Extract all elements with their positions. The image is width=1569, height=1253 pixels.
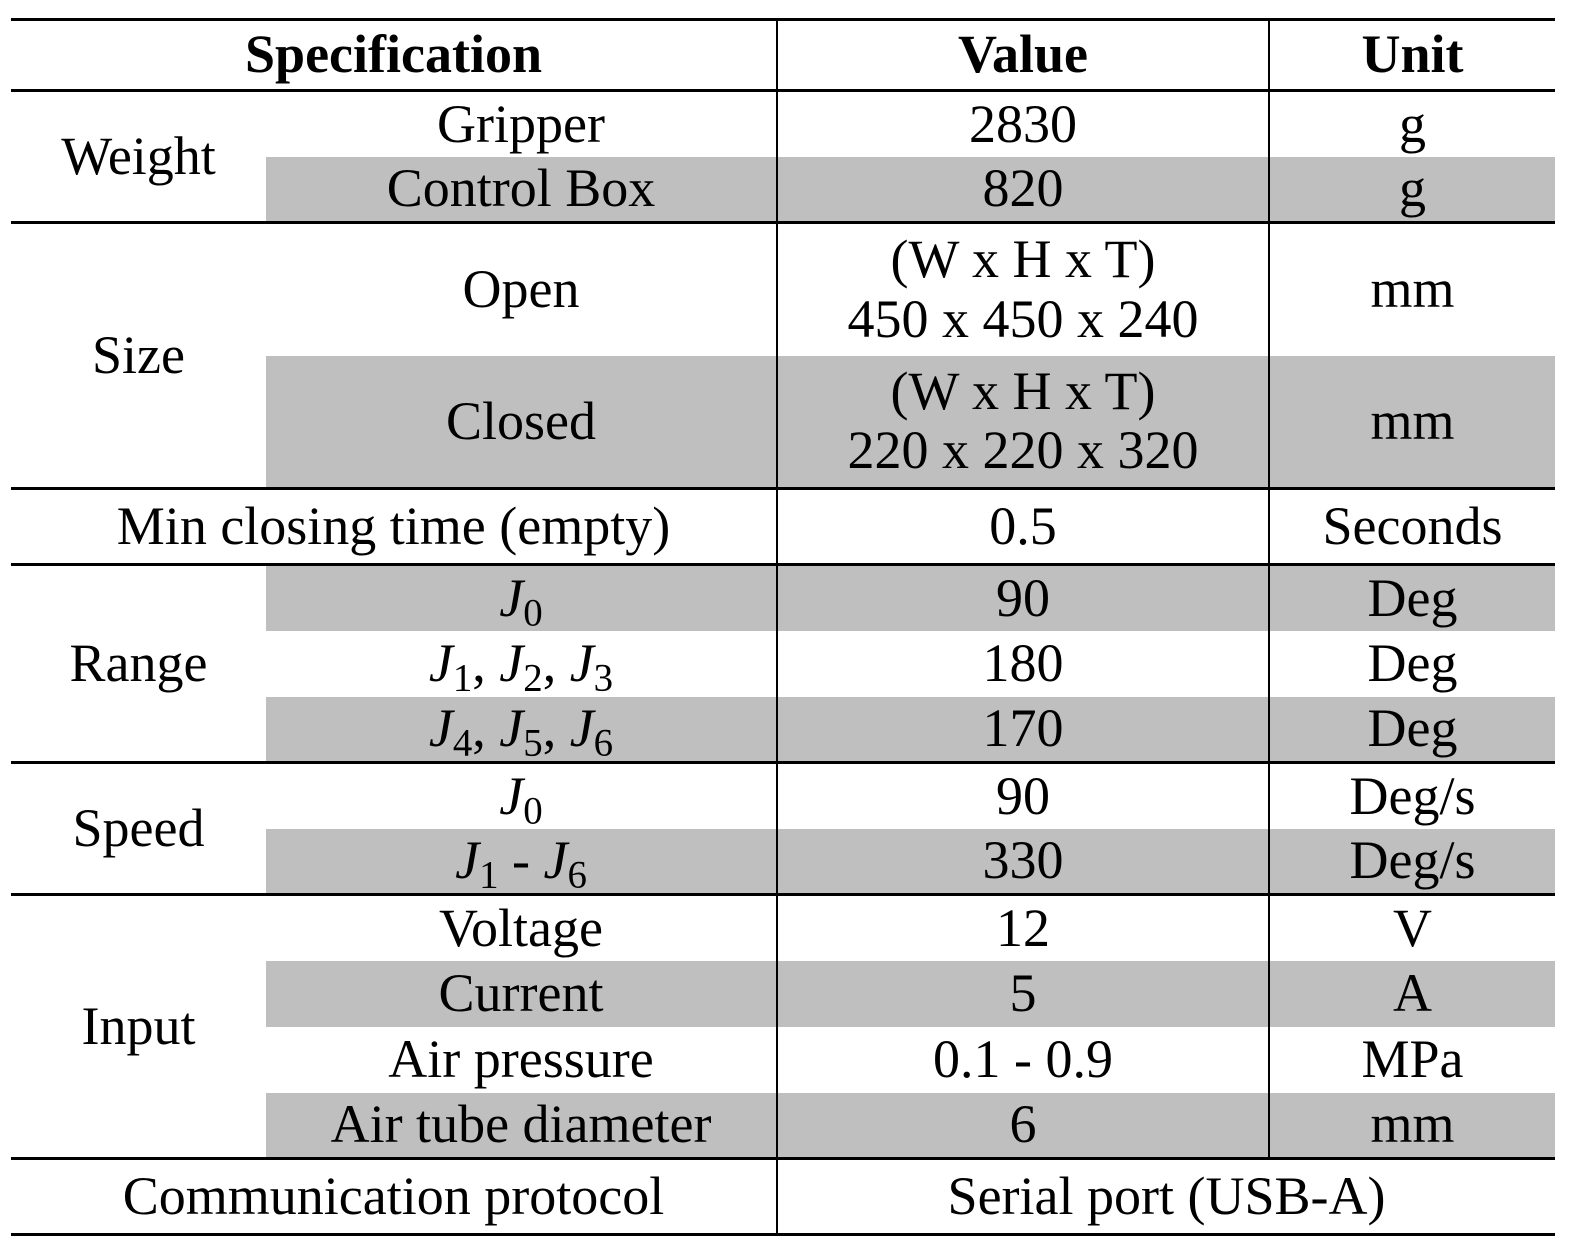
spec-value: 180 (776, 630, 1270, 697)
spec-unit: Deg (1268, 563, 1556, 631)
joint-subscript: 4 (452, 721, 473, 763)
table-row: Current 5 A (11, 960, 1556, 1027)
group-label-weight: Weight (61, 125, 216, 186)
joint-subscript: 6 (567, 853, 587, 895)
spec-unit: A (1268, 960, 1556, 1027)
joint-separator: , (472, 632, 500, 693)
spec-unit: Deg/s (1268, 828, 1556, 895)
header-unit: Unit (1268, 18, 1556, 92)
joint-subscript: 1 (452, 656, 473, 697)
table-row: Speed J0 90 Deg/s (11, 761, 1556, 895)
joint-cell: J1, J2, J3 (266, 631, 777, 696)
joint-cell: J0 (266, 563, 778, 631)
spec-value: 90 (776, 563, 1270, 631)
spec-name: Communication protocol (11, 1157, 778, 1236)
table-row: Closed (W x H x T) 220 x 220 x 320 mm (11, 355, 1556, 489)
table-row: Weight Gripper 2830 g (11, 90, 1556, 185)
table-row: J1 - J6 330 Deg/s (11, 828, 1556, 895)
spec-unit: Seconds (1268, 487, 1556, 565)
spec-value: (W x H x T) 220 x 220 x 320 (776, 355, 1270, 489)
value-line: (W x H x T) (890, 229, 1156, 290)
joint-subscript: 0 (523, 789, 543, 829)
spec-name: Current (266, 960, 778, 1027)
spec-unit: MPa (1268, 1026, 1556, 1093)
spec-name: Air tube diameter (266, 1092, 778, 1159)
header-row: Specification Value Unit (11, 18, 1556, 92)
joint-symbol: J2 (499, 633, 542, 696)
value-line: 220 x 220 x 320 (847, 420, 1199, 481)
table-row: Input Voltage 12 V (11, 893, 1556, 1159)
table-row: Communication protocol Serial port (USB-… (11, 1157, 1556, 1236)
table-row: Size Open (W x H x T) 450 x 450 x 240 mm (11, 221, 1556, 489)
spec-unit: V (1268, 893, 1556, 961)
group-label-speed: Speed (11, 761, 266, 895)
spec-value: 330 (776, 828, 1270, 895)
spec-value: 5 (776, 960, 1270, 1027)
spec-name: Gripper (437, 93, 605, 154)
joint-cell: J1 - J6 (266, 828, 778, 895)
table-row: Range J0 90 Deg (11, 563, 1556, 763)
joint-symbol: J0 (499, 766, 543, 829)
joint-subscript: 5 (523, 721, 543, 763)
specification-table: Specification Value Unit Weight Gripper … (11, 18, 1556, 1236)
joint-cell: J4, J5, J6 (266, 696, 778, 763)
spec-value: 0.1 - 0.9 (776, 1026, 1270, 1093)
table-row: Min closing time (empty) 0.5 Seconds (11, 487, 1556, 565)
joint-symbol: J6 (570, 698, 613, 762)
joint-separator: , (542, 698, 570, 759)
spec-value: 6 (776, 1092, 1270, 1159)
spec-value: 2830 (776, 90, 1270, 157)
spec-unit: g (1268, 90, 1556, 157)
spec-unit: Deg/s (1268, 761, 1556, 829)
value-line: (W x H x T) (890, 360, 1156, 421)
joint-symbol: J3 (570, 633, 613, 696)
group-label-input: Input (11, 893, 266, 1159)
spec-value: 90 (776, 761, 1270, 829)
joint-symbol: J0 (499, 568, 543, 631)
joint-subscript: 2 (523, 656, 543, 697)
spec-name: Min closing time (empty) (11, 487, 778, 565)
spec-value: 0.5 (776, 487, 1270, 565)
joint-symbol: J5 (499, 698, 542, 762)
spec-unit: Deg (1268, 696, 1556, 763)
table-row: J1, J2, J3 180 Deg (11, 630, 1556, 697)
group-label-size: Size (11, 221, 266, 489)
table-row: Air tube diameter 6 mm (11, 1092, 1556, 1159)
group-label-range: Range (11, 563, 266, 763)
joint-symbol: J6 (544, 830, 587, 894)
spec-name: Open (266, 221, 778, 356)
spec-unit: mm (1268, 1092, 1556, 1159)
joint-subscript: 3 (593, 656, 614, 697)
joint-separator: , (542, 632, 570, 693)
spec-unit: mm (1268, 221, 1556, 356)
joint-separator: , (472, 698, 500, 759)
spec-name: Control Box (266, 156, 778, 223)
spec-unit: g (1268, 156, 1556, 223)
joint-symbol: J1 (455, 830, 498, 894)
spec-name: Closed (266, 355, 778, 489)
table-row: J4, J5, J6 170 Deg (11, 696, 1556, 763)
spec-value: (W x H x T) 450 x 450 x 240 (776, 221, 1270, 356)
joint-subscript: 6 (593, 721, 614, 763)
table-row: Control Box 820 g (11, 156, 1556, 223)
header-value: Value (776, 18, 1270, 92)
joint-subscript: 1 (479, 853, 499, 895)
joint-symbol: J1 (429, 633, 472, 696)
spec-name: Voltage (266, 893, 778, 961)
table-row: Air pressure 0.1 - 0.9 MPa (11, 1026, 1556, 1093)
joint-symbol: J4 (429, 698, 472, 762)
spec-value: Serial port (USB-A) (776, 1157, 1556, 1236)
header-specification: Specification (11, 18, 778, 92)
joint-subscript: 0 (523, 591, 543, 631)
spec-value: 820 (776, 156, 1270, 223)
joint-cell: J0 (266, 761, 778, 829)
value-line: 450 x 450 x 240 (847, 288, 1199, 349)
spec-value: 12 (776, 893, 1270, 961)
spec-name: Air pressure (388, 1028, 654, 1089)
spec-unit: Deg (1268, 630, 1556, 697)
spec-value: 170 (776, 696, 1270, 763)
spec-unit: mm (1268, 355, 1556, 489)
joint-separator: - (498, 830, 544, 891)
